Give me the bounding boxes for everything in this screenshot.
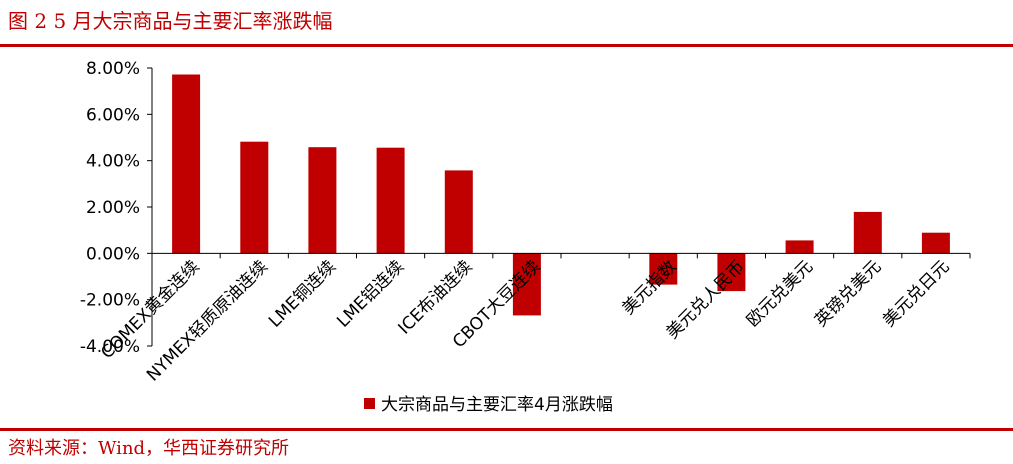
y-tick-label: 6.00% [86, 105, 140, 125]
category-label: 欧元兑美元 [743, 257, 817, 331]
category-label: NYMEX轻质原油连续 [143, 257, 272, 386]
category-label: LME铝连续 [333, 257, 408, 332]
x-axis [151, 252, 971, 259]
bar [649, 253, 678, 285]
bar [717, 253, 746, 292]
bar [785, 240, 814, 254]
legend: 大宗商品与主要汇率4月涨跌幅 [364, 395, 613, 415]
legend-label: 大宗商品与主要汇率4月涨跌幅 [381, 395, 613, 415]
bar [512, 253, 541, 316]
bar [308, 147, 337, 254]
y-tick-label: -2.00% [80, 291, 140, 311]
bar [172, 74, 201, 254]
y-tick-label: 0.00% [86, 244, 140, 264]
y-axis: 8.00% 6.00% 4.00% 2.00% 0.00% -2.00% -4.00% [80, 59, 153, 357]
legend-swatch [364, 398, 375, 409]
y-tick-label: 8.00% [86, 59, 140, 79]
bar [853, 211, 882, 254]
source-note: 资料来源：Wind，华西证券研究所 [8, 438, 290, 459]
category-labels: COMEX黄金连续NYMEX轻质原油连续LME铜连续LME铝连续ICE布油连续C… [97, 257, 953, 386]
y-tick-label: 2.00% [86, 198, 140, 218]
bar [444, 170, 473, 254]
bar [240, 141, 269, 254]
category-label: LME铜连续 [265, 257, 340, 332]
bar [921, 232, 950, 254]
top-divider [0, 44, 1013, 47]
bar-chart: 8.00% 6.00% 4.00% 2.00% 0.00% -2.00% -4.00% CO… [80, 59, 971, 415]
bar [376, 147, 405, 254]
category-label: 英镑兑美元 [811, 257, 885, 331]
figure-title: 图 2 5 月大宗商品与主要汇率涨跌幅 [8, 9, 333, 33]
y-tick-label: -4.00% [80, 337, 140, 357]
category-label: 美元兑日元 [879, 257, 953, 331]
bottom-divider [0, 428, 1013, 431]
y-tick-label: 4.00% [86, 152, 140, 172]
bars [172, 74, 950, 316]
